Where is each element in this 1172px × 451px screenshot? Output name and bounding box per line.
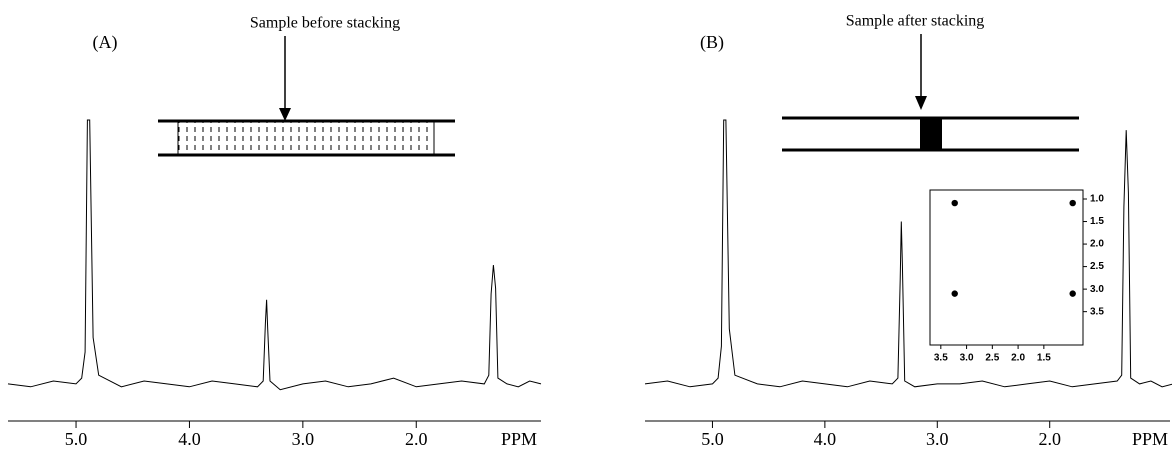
x-tick-label: 1.5 — [1037, 353, 1051, 364]
spectrum-line — [644, 119, 1172, 388]
x-axis-label: PPM — [1132, 429, 1168, 449]
inset-frame — [929, 189, 1084, 346]
x-tick-label: 5.0 — [701, 429, 724, 449]
panel-label: (A) — [93, 32, 118, 53]
cross-peak — [1069, 290, 1076, 297]
x-tick-label: 3.5 — [934, 353, 948, 364]
y-tick-label: 2.0 — [1090, 239, 1104, 250]
y-tick-label: 3.0 — [1090, 284, 1104, 295]
annotation: Sample after stacking — [846, 13, 985, 30]
x-tick-label: 3.0 — [292, 429, 315, 449]
x-tick-label: 5.0 — [65, 429, 88, 449]
spectrum-line — [7, 119, 542, 391]
x-tick-label: 3.0 — [926, 429, 949, 449]
cross-peak — [951, 290, 958, 297]
x-axis-label: PPM — [501, 429, 537, 449]
capillary-diagram — [782, 34, 1079, 152]
x-tick-label: 3.0 — [960, 353, 974, 364]
x-tick-label: 2.0 — [1011, 353, 1025, 364]
y-tick-label: 1.5 — [1090, 216, 1104, 227]
x-tick-label: 2.0 — [405, 429, 428, 449]
x-tick-label: 2.5 — [985, 353, 999, 364]
cross-peak — [1069, 199, 1076, 207]
panel-label: (B) — [700, 32, 724, 53]
x-tick-label: 4.0 — [178, 429, 201, 449]
y-tick-label: 2.5 — [1090, 261, 1104, 272]
x-tick-label: 2.0 — [1038, 429, 1061, 449]
cross-peak — [951, 199, 958, 207]
capillary-diagram — [158, 36, 455, 157]
annotation: Sample before stacking — [250, 15, 400, 32]
y-tick-label: 1.0 — [1090, 194, 1104, 205]
x-tick-label: 4.0 — [814, 429, 837, 449]
y-tick-label: 3.5 — [1090, 306, 1104, 317]
